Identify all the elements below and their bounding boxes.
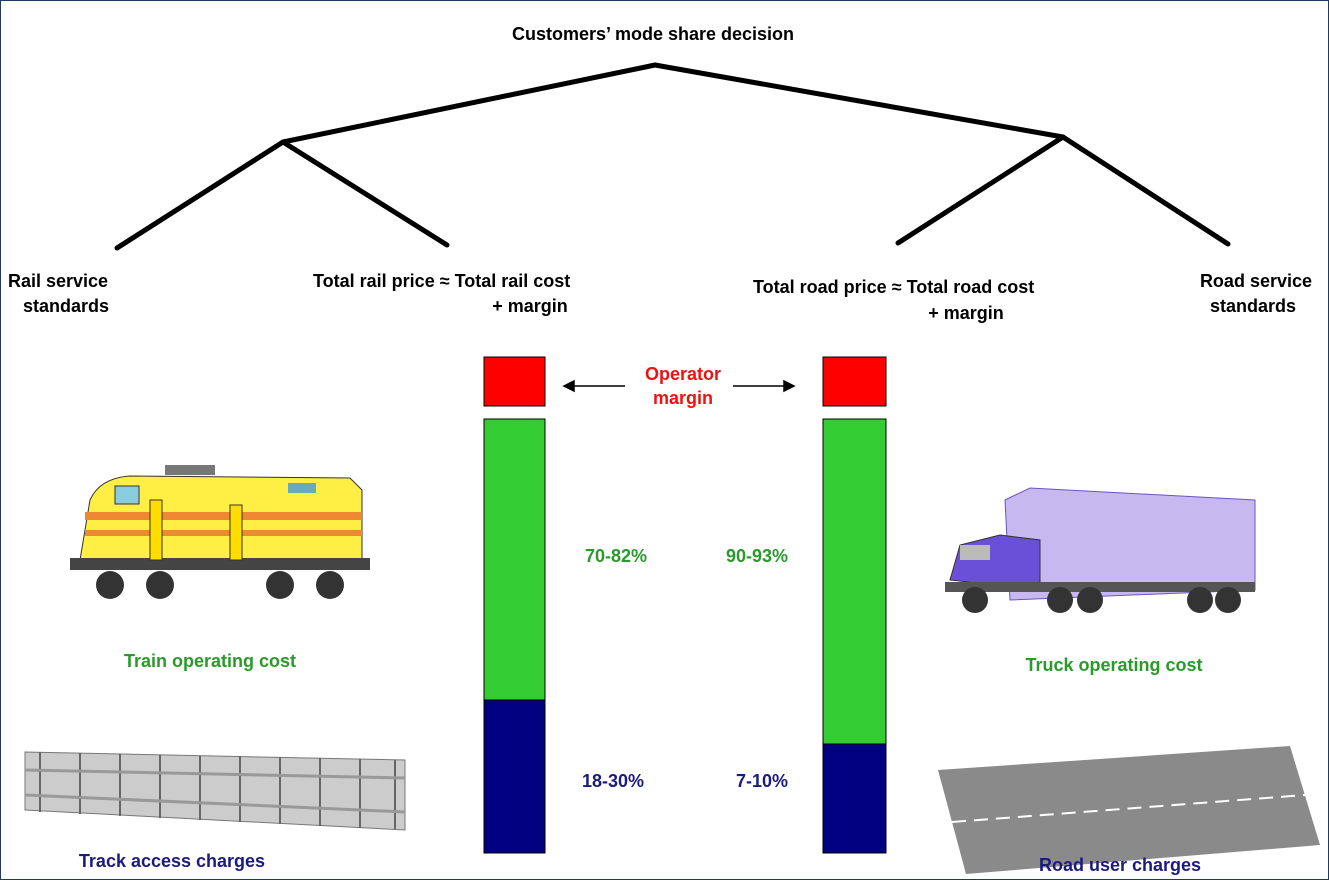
road-access-share: 7-10% <box>736 771 788 791</box>
truck-operating-cost: Truck operating cost <box>1025 655 1202 675</box>
diagram: Customers’ mode share decision Rail serv… <box>0 0 1329 880</box>
rail-operating-share: 70-82% <box>585 546 647 566</box>
rail-service: standards <box>23 296 109 316</box>
rail-bar <box>484 357 545 853</box>
rail-service: Rail service <box>8 271 108 291</box>
rail-price: Total rail price ≈ Total rail cost <box>313 271 570 291</box>
road-price: Total road price ≈ Total road cost <box>753 277 1034 297</box>
train-operating-cost: Train operating cost <box>124 651 296 671</box>
rail-price: + margin <box>492 296 568 316</box>
frame <box>1 1 1329 880</box>
road-service: standards <box>1210 296 1296 316</box>
road-operating-share: 90-93% <box>726 546 788 566</box>
title: Customers’ mode share decision <box>512 24 794 44</box>
road-price: + margin <box>928 303 1004 323</box>
road-bar <box>823 357 886 853</box>
operator-margin: margin <box>653 388 713 408</box>
road-user-charges: Road user charges <box>1039 855 1201 875</box>
road-service: Road service <box>1200 271 1312 291</box>
operator-margin: Operator <box>645 364 721 384</box>
track-access-charges: Track access charges <box>79 851 265 871</box>
rail-access-share: 18-30% <box>582 771 644 791</box>
